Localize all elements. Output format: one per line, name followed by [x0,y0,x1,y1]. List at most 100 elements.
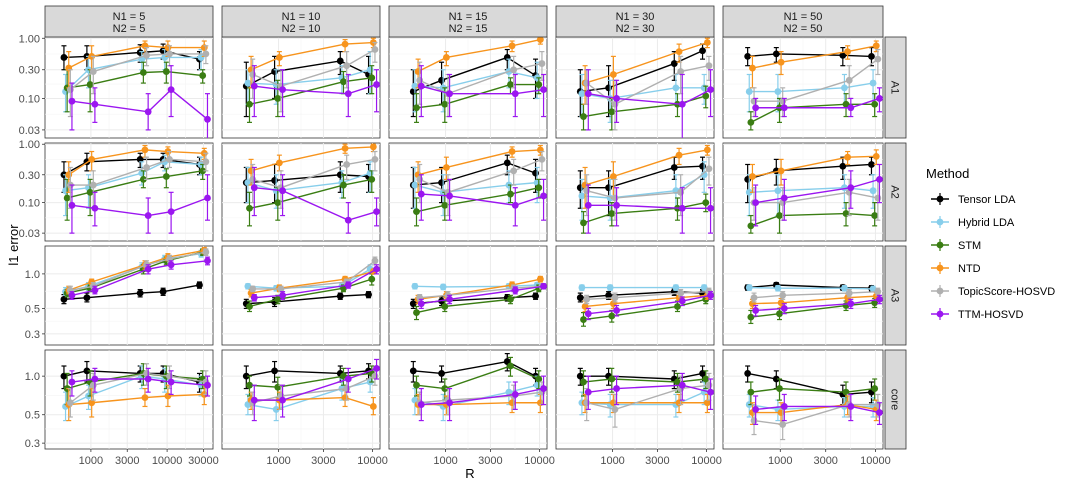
series-stm [246,170,376,227]
panel-core-col3 [388,349,548,450]
data-point [707,86,714,94]
data-point [167,261,175,269]
col-strip-label-line1: N1 = 30 [616,11,655,23]
data-point [279,187,286,195]
data-point [869,187,877,195]
data-point [246,100,253,108]
data-point [702,92,710,100]
data-point [344,375,352,383]
col-strip-1 [44,5,214,38]
series-line [247,172,371,192]
panel-core-col5 [722,349,884,450]
col-strip-label-line2: N2 = 5 [113,23,146,35]
data-point [678,297,686,305]
series-line [254,83,377,95]
data-point [749,64,756,72]
data-point [507,190,514,198]
data-point [511,201,519,209]
series-line [421,285,544,305]
data-point [438,76,445,84]
x-tick-label: 10000 [691,455,722,467]
series-stm [246,273,376,313]
data-point [874,288,882,296]
y-tick-label: 0.5 [25,410,40,422]
x-tick-label: 1000 [768,455,792,467]
series-ntd [414,37,544,89]
data-point [511,391,519,398]
data-point [244,79,252,87]
data-point [705,165,713,173]
data-point [62,187,69,195]
col-strip-label-line1: N1 = 10 [282,11,321,23]
data-point [678,381,686,389]
series-line [250,146,374,172]
data-point [143,51,150,59]
data-point [507,295,514,303]
series-line [252,260,376,290]
legend-label: TTM-HOSVD [958,309,1023,321]
row-strip-3 [884,245,907,346]
series-stm [413,356,543,401]
data-point [536,146,544,154]
data-point [871,385,879,392]
data-point [580,113,587,120]
data-point [89,68,97,75]
data-point [414,68,422,75]
data-point [344,216,352,224]
data-point [872,42,880,50]
series-line [750,302,875,318]
series-line [747,372,872,396]
data-point [703,399,711,407]
series-tensor-lda [744,365,875,406]
data-point [144,265,152,273]
series-line [753,403,878,426]
data-point [699,162,706,170]
data-point [246,204,253,212]
panel-data [744,281,883,325]
data-point [66,86,74,94]
data-point [611,406,619,413]
data-point [780,305,788,312]
data-point [678,100,686,108]
data-point [167,86,175,94]
data-point [369,143,377,151]
panel-data [60,360,211,422]
data-point [584,388,592,396]
data-point [249,71,257,78]
series-line [414,70,538,89]
x-tick-label: 10000 [152,455,183,467]
data-point [166,155,173,163]
data-point [605,84,612,92]
data-point [613,201,620,209]
series-line [250,270,374,294]
data-point [871,100,879,108]
data-point [249,175,257,183]
series-ttm-hosvd [68,367,211,397]
data-point [605,291,612,299]
data-point [166,50,173,58]
row-strip-1 [884,36,907,139]
series-line [755,298,880,312]
panel-data [242,37,380,123]
data-point [144,108,152,116]
data-point [613,95,620,102]
data-point [876,175,883,183]
data-point [411,181,419,189]
data-point [250,294,258,302]
data-point [249,285,257,293]
data-point [608,312,616,320]
series-ntd [247,37,377,89]
data-point [343,161,351,168]
data-point [343,385,351,392]
series-line [754,58,879,102]
legend-item-topicscore-hosvd: TopicScore-HOSVD [931,285,1055,298]
data-point [702,375,710,383]
data-point [341,144,349,152]
panel-A3-col5 [722,245,884,346]
data-point [83,367,91,375]
series-ttm-hosvd [584,372,714,411]
data-point [68,291,76,299]
series-line [581,174,705,199]
panel-A1-col2 [221,36,381,139]
data-point [752,104,760,112]
